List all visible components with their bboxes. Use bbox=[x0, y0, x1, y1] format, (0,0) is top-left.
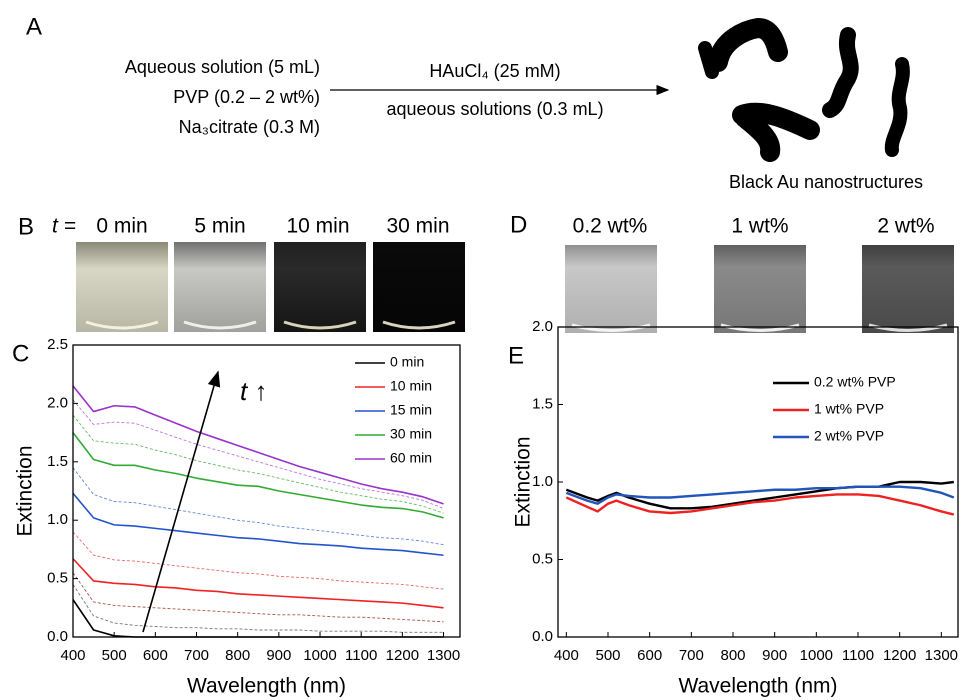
x-tick-label: 700 bbox=[184, 647, 209, 664]
y-tick-label: 1.5 bbox=[532, 395, 553, 412]
dashed-curve bbox=[72, 399, 444, 509]
curve bbox=[72, 558, 444, 609]
y-tick-label: 0.0 bbox=[47, 628, 68, 645]
x-tick-label: 1100 bbox=[842, 647, 874, 664]
legend-label: 10 min bbox=[390, 378, 432, 394]
x-tick-label: 700 bbox=[679, 647, 704, 664]
y-tick-label: 1.0 bbox=[47, 511, 68, 528]
curve bbox=[565, 480, 954, 510]
x-tick-label: 600 bbox=[637, 647, 662, 664]
photo-label: 5 min bbox=[194, 215, 245, 238]
legend-label: 60 min bbox=[390, 450, 432, 466]
nanostructures bbox=[698, 18, 910, 162]
legend-label: 0.2 wt% PVP bbox=[814, 374, 896, 390]
legend-label: 15 min bbox=[390, 402, 432, 418]
x-tick-label: 1100 bbox=[345, 647, 377, 664]
y-axis-label: Extinction bbox=[512, 436, 535, 527]
photo-label: 10 min bbox=[286, 215, 349, 238]
curve bbox=[72, 432, 444, 519]
x-tick-label: 400 bbox=[554, 647, 579, 664]
y-tick-label: 1.0 bbox=[532, 473, 553, 490]
x-tick-label: 800 bbox=[225, 647, 250, 664]
photo-prefix: t = bbox=[52, 215, 76, 238]
y-axis-label: Extinction bbox=[14, 445, 37, 536]
y-tick-label: 0.5 bbox=[47, 570, 68, 587]
y-tick-label: 2.5 bbox=[47, 336, 68, 353]
annotation: t ↑ bbox=[240, 376, 267, 406]
dashed-curve bbox=[72, 572, 444, 623]
legend-label: 0 min bbox=[390, 354, 424, 370]
dashed-curve bbox=[72, 414, 444, 514]
panel-label: B bbox=[18, 213, 34, 240]
vial-photos bbox=[76, 242, 465, 332]
x-tick-label: 900 bbox=[762, 647, 787, 664]
curve bbox=[72, 385, 444, 505]
y-tick-label: 1.5 bbox=[47, 453, 68, 470]
curve bbox=[565, 485, 955, 505]
vial-photos bbox=[565, 245, 954, 333]
time-arrow bbox=[142, 370, 221, 633]
reactant: Na₃citrate (0.3 M) bbox=[179, 117, 320, 137]
photo-label: 30 min bbox=[386, 215, 449, 238]
arrow-label: aqueous solutions (0.3 mL) bbox=[386, 99, 603, 119]
reactant: Aqueous solution (5 mL) bbox=[125, 57, 320, 77]
panel-label: C bbox=[12, 340, 29, 367]
panel-label: D bbox=[510, 211, 527, 238]
x-axis-label: Wavelength (nm) bbox=[187, 675, 346, 698]
curve bbox=[72, 492, 444, 557]
x-tick-label: 500 bbox=[102, 647, 127, 664]
x-tick-label: 1300 bbox=[925, 647, 958, 664]
x-tick-label: 1200 bbox=[883, 647, 916, 664]
x-tick-label: 500 bbox=[595, 647, 620, 664]
plot-frame bbox=[72, 344, 461, 638]
legend-label: 30 min bbox=[390, 426, 432, 442]
legend-label: 2 wt% PVP bbox=[814, 428, 884, 444]
x-tick-label: 1300 bbox=[427, 647, 460, 664]
x-tick-label: 1200 bbox=[386, 647, 419, 664]
panel-label: A bbox=[26, 13, 42, 40]
x-tick-label: 600 bbox=[143, 647, 168, 664]
reactant: PVP (0.2 – 2 wt%) bbox=[173, 87, 320, 107]
x-tick-label: 900 bbox=[266, 647, 291, 664]
photo-label: 0.2 wt% bbox=[573, 215, 648, 238]
y-tick-label: 0.0 bbox=[532, 628, 553, 645]
legend-label: 1 wt% PVP bbox=[814, 401, 884, 417]
arrow-label: HAuCl₄ (25 mM) bbox=[429, 61, 560, 81]
dashed-curve bbox=[72, 467, 444, 546]
photo-label: 2 wt% bbox=[877, 215, 934, 238]
x-tick-label: 800 bbox=[720, 647, 745, 664]
x-tick-label: 1000 bbox=[303, 647, 336, 664]
y-tick-label: 2.0 bbox=[532, 318, 553, 335]
curve bbox=[565, 493, 955, 516]
x-axis-label: Wavelength (nm) bbox=[678, 675, 837, 698]
product-label: Black Au nanostructures bbox=[729, 172, 923, 192]
y-tick-label: 0.5 bbox=[532, 550, 553, 567]
photo-label: 1 wt% bbox=[731, 215, 788, 238]
x-tick-label: 1000 bbox=[800, 647, 833, 664]
photo-label: 0 min bbox=[96, 215, 147, 238]
panel-label: E bbox=[508, 342, 524, 369]
x-tick-label: 400 bbox=[60, 647, 85, 664]
dashed-curve bbox=[72, 584, 444, 633]
y-tick-label: 2.0 bbox=[47, 394, 68, 411]
dashed-curve bbox=[72, 531, 444, 590]
